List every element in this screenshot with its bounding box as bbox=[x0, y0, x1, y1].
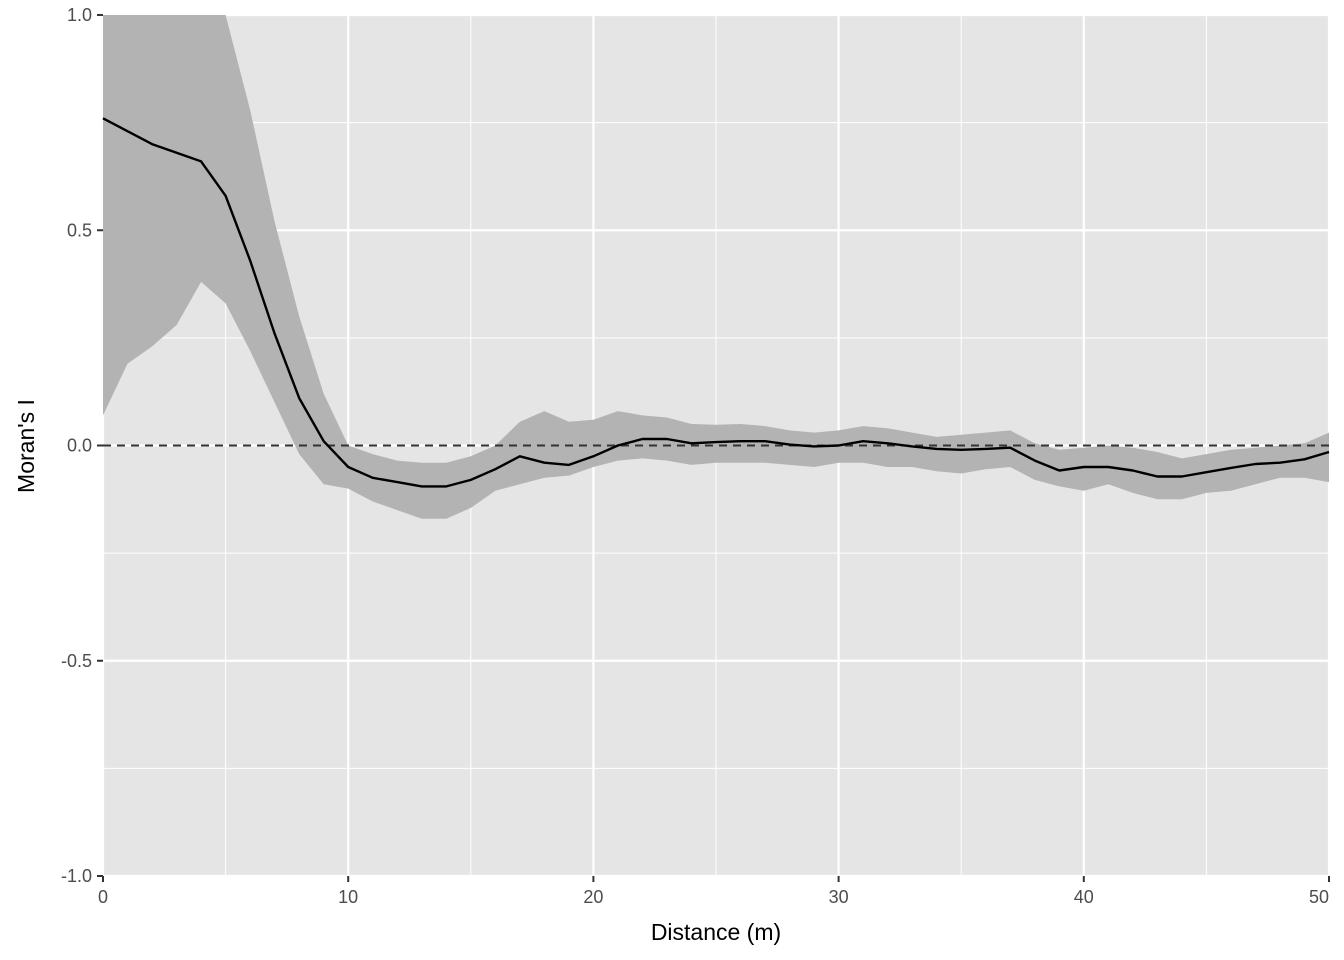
x-tick-label: 10 bbox=[338, 887, 358, 907]
x-tick-label: 40 bbox=[1074, 887, 1094, 907]
y-tick-label: -0.5 bbox=[61, 651, 92, 671]
x-axis-title: Distance (m) bbox=[651, 919, 781, 945]
y-tick-label: 0.0 bbox=[67, 436, 92, 456]
x-tick-labels: 0 10 20 30 40 50 bbox=[98, 887, 1329, 907]
x-tick-label: 20 bbox=[583, 887, 603, 907]
y-tick-label: 0.5 bbox=[67, 220, 92, 240]
confidence-band-area bbox=[103, 15, 1329, 519]
y-tick-label: 1.0 bbox=[67, 5, 92, 25]
y-tick-labels: -1.0 -0.5 0.0 0.5 1.0 bbox=[61, 5, 92, 886]
confidence-band bbox=[103, 15, 1329, 519]
series-line bbox=[102, 117, 1330, 488]
x-tick-label: 0 bbox=[98, 887, 108, 907]
x-tick-label: 30 bbox=[829, 887, 849, 907]
y-tick-label: -1.0 bbox=[61, 866, 92, 886]
y-axis-title: Moran's I bbox=[13, 399, 39, 493]
x-tick-label: 50 bbox=[1309, 887, 1329, 907]
series-lines bbox=[102, 117, 1330, 488]
axis-ticks bbox=[97, 14, 1330, 882]
